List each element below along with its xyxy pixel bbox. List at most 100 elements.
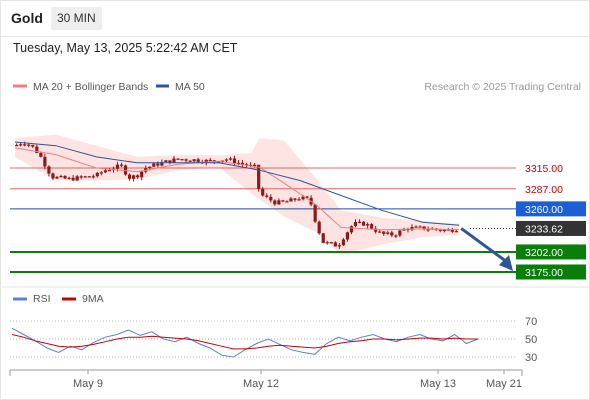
candle	[132, 175, 136, 179]
forecast-arrow-shaft	[460, 227, 508, 264]
candle	[269, 196, 273, 201]
candle	[123, 165, 128, 175]
candle	[204, 159, 208, 163]
candle	[224, 159, 229, 161]
x-label-2: May 13	[420, 378, 456, 390]
level-tag-3202.00	[516, 244, 586, 260]
rsi-series-9MA	[11, 334, 478, 350]
candle	[168, 160, 172, 163]
forecast-arrow-head	[499, 255, 513, 271]
candle	[285, 201, 289, 203]
candle	[297, 199, 301, 201]
candle	[192, 159, 196, 162]
candle	[422, 226, 426, 230]
rsi-legend-swatch	[13, 297, 27, 301]
candle	[281, 200, 285, 202]
candle	[321, 233, 325, 244]
candle	[317, 221, 321, 234]
level-label-3175.00: 3175.00	[525, 267, 563, 279]
candle	[244, 164, 249, 166]
candle	[398, 230, 402, 236]
level-label-3315.00: 3315.00	[525, 163, 563, 175]
candle	[438, 229, 442, 231]
candle	[257, 164, 261, 189]
candle	[378, 231, 382, 233]
candle	[71, 177, 75, 181]
ma50-legend-label: MA 50	[175, 81, 205, 93]
candle	[249, 164, 253, 167]
top-bar: Gold 30 MIN	[0, 0, 590, 36]
ma9-legend-swatch	[62, 297, 76, 301]
candle	[160, 162, 164, 166]
candle	[196, 159, 200, 162]
x-label-0: May 9	[73, 378, 103, 390]
candle	[188, 160, 192, 162]
candle	[27, 144, 31, 146]
candle	[418, 226, 422, 228]
candle	[410, 227, 414, 230]
candle	[87, 176, 91, 178]
candle	[426, 229, 430, 231]
level-label-3287.00: 3287.00	[525, 184, 563, 196]
rsi-series-RSI	[11, 327, 479, 358]
candle	[325, 242, 329, 244]
x-label-1: May 12	[243, 378, 279, 390]
candle	[240, 162, 245, 165]
candle	[180, 159, 184, 161]
timeframe-badge[interactable]: 30 MIN	[51, 7, 102, 30]
candle	[136, 175, 140, 178]
ma20-legend-swatch	[13, 84, 27, 88]
candle	[176, 158, 180, 160]
candle	[341, 239, 346, 246]
candle	[63, 176, 67, 179]
candle	[75, 176, 79, 181]
candle	[382, 231, 386, 234]
candle	[148, 166, 152, 169]
candle	[47, 166, 51, 174]
candle	[55, 176, 59, 179]
candle	[212, 160, 216, 162]
x-label-3: May 21	[486, 378, 522, 390]
level-label-3233.62: 3233.62	[525, 223, 563, 235]
candle	[366, 224, 370, 226]
level-label-3202.00: 3202.00	[525, 247, 563, 259]
candle	[184, 159, 188, 161]
candle	[273, 200, 277, 205]
candle	[329, 242, 333, 244]
candle	[357, 221, 362, 223]
candle	[23, 144, 27, 146]
candle	[293, 198, 297, 200]
candle	[394, 235, 398, 237]
candle	[333, 242, 337, 247]
candle	[115, 164, 120, 169]
timestamp: Tuesday, May 13, 2025 5:22:42 AM CET	[13, 41, 238, 55]
candle	[119, 164, 124, 166]
candle	[261, 188, 265, 196]
rsi-legend-label: RSI	[33, 293, 51, 305]
candle	[390, 232, 394, 236]
candle	[39, 152, 43, 157]
candle	[35, 146, 39, 153]
level-tag-3260.00	[516, 201, 586, 217]
candle	[216, 161, 220, 163]
rsi-tick-70: 70	[525, 316, 537, 328]
level-label-3260.00: 3260.00	[525, 204, 563, 216]
candle	[450, 229, 454, 232]
candle	[152, 163, 156, 167]
candle	[172, 158, 176, 163]
ma50-line	[14, 141, 460, 226]
candle	[446, 229, 450, 231]
candle	[43, 156, 47, 167]
forecast-arrow	[460, 227, 513, 271]
candle	[301, 196, 305, 200]
candle	[127, 174, 132, 179]
candle	[253, 164, 257, 167]
ma50-legend-swatch	[156, 84, 169, 88]
price-panel	[10, 134, 516, 273]
candle	[454, 231, 458, 233]
candle	[232, 158, 237, 164]
ma20-legend-label: MA 20 + Bollinger Bands	[33, 81, 148, 93]
candle	[289, 198, 293, 202]
candle	[140, 171, 144, 178]
